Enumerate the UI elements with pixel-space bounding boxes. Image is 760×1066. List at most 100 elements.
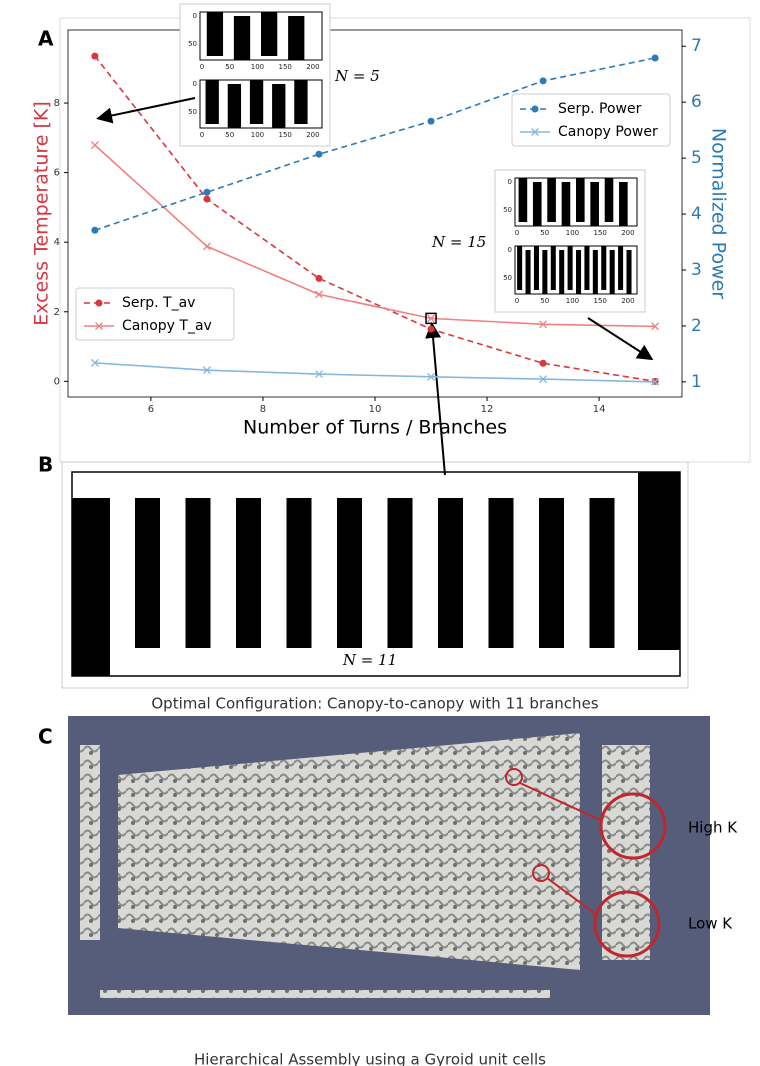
annotation: N = 11	[342, 651, 397, 669]
caption: Hierarchical Assembly using a Gyroid uni…	[194, 1051, 546, 1066]
inset-bar	[547, 178, 556, 222]
inset-bar	[605, 178, 614, 222]
inset-x-tick-label: 50	[225, 63, 234, 71]
inset-bar	[288, 16, 304, 60]
point	[315, 151, 322, 158]
y2-axis-label: Normalized Power	[708, 128, 730, 299]
panel-label: B	[38, 453, 53, 477]
inset-bar	[576, 178, 585, 222]
strip	[80, 745, 100, 940]
point	[96, 300, 103, 307]
branch	[337, 498, 362, 648]
branch	[590, 498, 615, 648]
inset-x-tick-label: 150	[593, 297, 606, 305]
inset-y-tick-label: 0	[193, 80, 197, 88]
branch	[489, 498, 514, 648]
branch	[135, 498, 160, 648]
outlet-block	[638, 472, 680, 650]
inset-bar	[228, 84, 241, 128]
legend-label: Serp. Power	[558, 101, 642, 117]
inset-bar	[626, 250, 631, 294]
branch	[438, 498, 463, 648]
branch	[539, 498, 564, 648]
inset-x-tick-label: 150	[278, 63, 291, 71]
panel-label: C	[38, 725, 53, 749]
inset-x-tick-label: 100	[251, 131, 264, 139]
y-axis-label: Excess Temperature [K]	[31, 101, 53, 326]
inset-x-tick-label: 0	[200, 63, 204, 71]
panel-a-frame	[60, 18, 750, 462]
inset-x-tick-label: 0	[200, 131, 204, 139]
inset-bar	[576, 250, 581, 294]
inset-bar	[234, 16, 250, 60]
annotation: N = 5	[334, 67, 380, 85]
legend-label: Serp. T_av	[122, 295, 195, 311]
inset-bar	[294, 80, 307, 124]
inset-bar	[559, 250, 564, 294]
inset-x-tick-label: 0	[515, 229, 519, 237]
y-tick-label: 6	[54, 168, 60, 179]
point	[203, 189, 210, 196]
inset-bar	[601, 246, 606, 290]
inset-bar	[610, 250, 615, 294]
point	[91, 227, 98, 234]
inset-bar	[619, 182, 628, 226]
point	[540, 360, 547, 367]
point	[91, 53, 98, 60]
x-axis-label: Number of Turns / Branches	[243, 417, 507, 439]
branch	[236, 498, 261, 648]
inset-bar	[533, 182, 542, 226]
point	[652, 54, 659, 61]
inset-y-tick-label: 50	[188, 108, 197, 116]
inset-x-tick-label: 100	[566, 229, 579, 237]
inset-bar	[519, 178, 528, 222]
inset-bar	[542, 250, 547, 294]
inset-x-tick-label: 0	[515, 297, 519, 305]
inset-y-tick-label: 50	[503, 206, 512, 214]
y-tick-label: 4	[54, 237, 60, 248]
annotation: N = 15	[431, 233, 486, 251]
inset-x-tick-label: 50	[540, 229, 549, 237]
inset-y-tick-label: 50	[188, 40, 197, 48]
y2-tick-label: 7	[691, 36, 702, 56]
inset-x-tick-label: 150	[593, 229, 606, 237]
y2-tick-label: 2	[691, 316, 702, 336]
y-tick-label: 8	[54, 98, 60, 109]
channel-box	[72, 472, 680, 676]
legend-label: Canopy T_av	[122, 318, 212, 334]
unit-cells	[602, 745, 650, 960]
y2-tick-label: 5	[691, 148, 702, 168]
x-tick-label: 10	[369, 404, 382, 415]
inset-y-tick-label: 50	[503, 274, 512, 282]
inset-y-tick-label: 0	[193, 12, 197, 20]
figure: A B C N = 11 Optimal Configuration: Cano…	[0, 0, 760, 1066]
y2-tick-label: 1	[691, 372, 702, 392]
point	[428, 326, 435, 333]
inset-x-tick-label: 100	[566, 297, 579, 305]
inset-bar	[593, 250, 598, 294]
inset-x-tick-label: 200	[621, 229, 634, 237]
inset-x-tick-label: 200	[306, 131, 319, 139]
inset-bar	[517, 246, 522, 290]
label: Low K	[688, 915, 733, 933]
x-tick-label: 12	[481, 404, 494, 415]
inset-x-tick-label: 200	[621, 297, 634, 305]
x-tick-label: 14	[593, 404, 606, 415]
inset-bar	[568, 246, 573, 290]
y2-tick-label: 4	[691, 204, 702, 224]
y-tick-label: 2	[54, 307, 60, 318]
inset-x-tick-label: 50	[540, 297, 549, 305]
inset-bar	[526, 250, 531, 294]
inset-bar	[206, 80, 219, 124]
point	[428, 118, 435, 125]
y2-tick-label: 3	[691, 260, 702, 280]
point	[532, 106, 539, 113]
inlet-block	[72, 498, 110, 676]
x-tick-label: 8	[260, 404, 266, 415]
inset-y-tick-label: 0	[508, 178, 512, 186]
inset-x-tick-label: 50	[225, 131, 234, 139]
legend-label: Canopy Power	[558, 124, 658, 140]
branch	[186, 498, 211, 648]
inset-x-tick-label: 200	[306, 63, 319, 71]
x-tick-label: 6	[148, 404, 154, 415]
